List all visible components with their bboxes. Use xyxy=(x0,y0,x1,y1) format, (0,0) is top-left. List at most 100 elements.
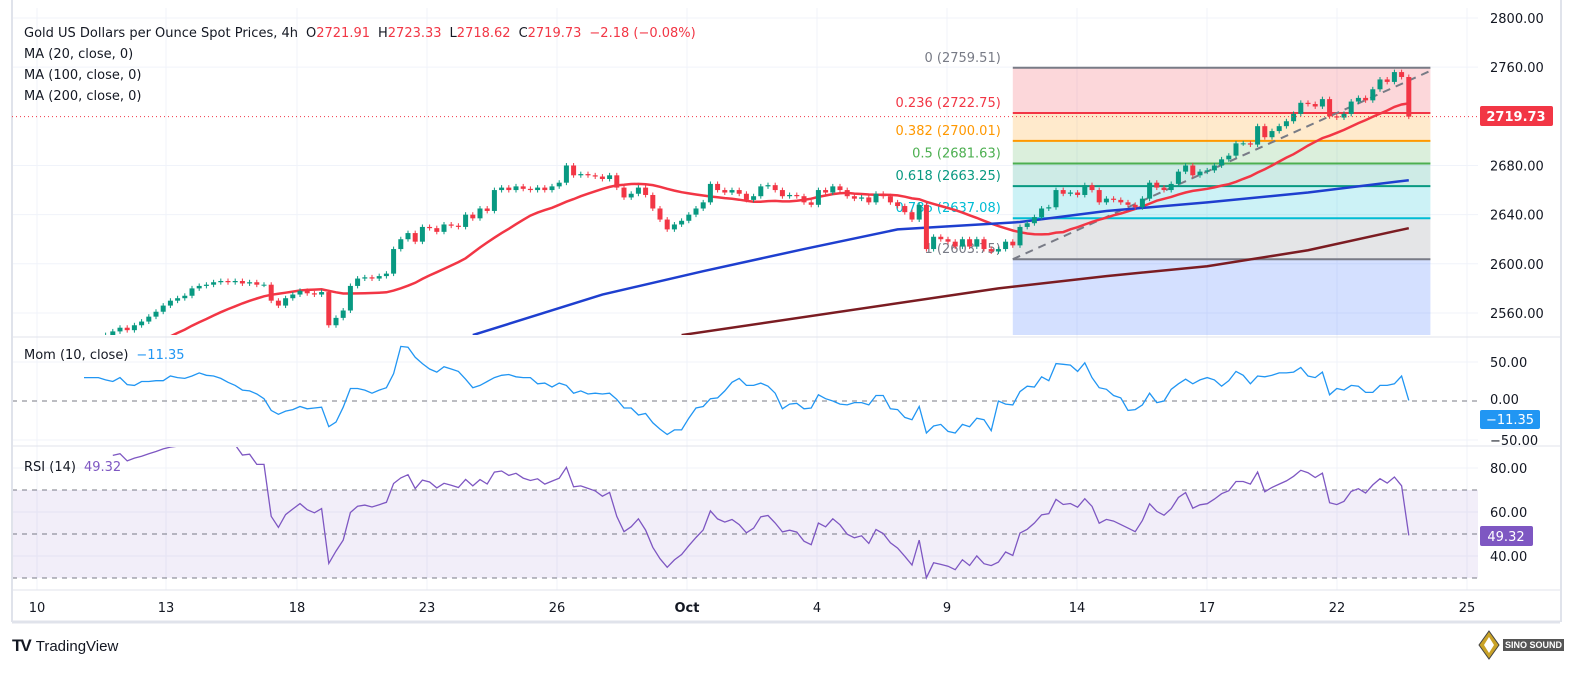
rsi-tick-label: 40.00 xyxy=(1490,550,1527,565)
candle-body xyxy=(571,165,577,176)
fib-level-label: 0.382 (2700.01) xyxy=(896,124,1001,139)
candle-body xyxy=(1262,126,1268,138)
candle-body xyxy=(1399,72,1405,77)
candle-body xyxy=(1103,198,1109,203)
candle-body xyxy=(1132,204,1138,208)
candlesticks xyxy=(17,69,1412,380)
candle-body xyxy=(1219,159,1225,166)
candle-body xyxy=(959,239,965,247)
candle-body xyxy=(139,321,145,326)
candle-body xyxy=(434,228,440,232)
candle-body xyxy=(218,281,224,283)
candle-body xyxy=(1003,241,1009,250)
candle-body xyxy=(196,285,202,289)
x-tick-label: 4 xyxy=(813,601,821,616)
candle-body xyxy=(398,239,404,250)
candle-body xyxy=(779,190,785,197)
tradingview-logo[interactable]: TV TradingView xyxy=(12,636,118,656)
candle-body xyxy=(679,220,685,225)
candle-body xyxy=(887,196,893,203)
candle-body xyxy=(974,239,980,247)
candle-body xyxy=(643,187,649,195)
candle-body xyxy=(311,293,317,295)
candle-body xyxy=(801,196,807,203)
candle-body xyxy=(319,292,325,295)
candle-body xyxy=(247,282,253,284)
sino-sound-watermark: SINO SOUND xyxy=(1478,630,1565,660)
candle-body xyxy=(1211,165,1217,171)
candle-body xyxy=(369,277,375,279)
diamond-logo-icon xyxy=(1478,630,1500,660)
fib-zone-0 xyxy=(1012,67,1431,113)
fib-zone-0.5 xyxy=(1012,163,1431,187)
candle-body xyxy=(995,249,1001,252)
candle-body xyxy=(82,344,87,348)
candle-body xyxy=(17,374,22,380)
momentum-pane xyxy=(12,345,1478,436)
mom-tick-label: 0.00 xyxy=(1490,393,1519,408)
candle-body xyxy=(1118,199,1124,203)
candle-body xyxy=(1168,183,1174,191)
candle-body xyxy=(261,284,267,286)
candle-body xyxy=(491,190,497,211)
candle-body xyxy=(693,208,699,215)
candle-body xyxy=(837,186,843,191)
candle-body xyxy=(1154,182,1160,188)
candle-body xyxy=(1341,113,1347,118)
candle-body xyxy=(952,241,958,247)
candle-body xyxy=(758,186,764,197)
candle-body xyxy=(1240,143,1246,145)
candle-body xyxy=(542,187,548,191)
candle-body xyxy=(1327,99,1333,117)
candle-body xyxy=(110,331,116,335)
candle-body xyxy=(967,239,973,247)
rsi-line xyxy=(112,447,1410,580)
candle-body xyxy=(902,206,908,213)
candle-body xyxy=(599,176,605,179)
candle-body xyxy=(931,236,937,250)
legend-ma20[interactable]: MA (20, close, 0) xyxy=(24,47,133,62)
candle-body xyxy=(556,182,562,187)
candle-body xyxy=(1161,187,1167,191)
x-tick-label: 10 xyxy=(29,601,46,616)
candle-body xyxy=(333,317,339,326)
candle-body xyxy=(268,284,274,301)
candle-body xyxy=(592,175,598,177)
candle-body xyxy=(1082,185,1088,195)
x-tick-label: 23 xyxy=(419,601,436,616)
candle-body xyxy=(167,300,173,306)
legend-ma200[interactable]: MA (200, close, 0) xyxy=(24,89,141,104)
candle-body xyxy=(851,196,857,199)
candle-body xyxy=(1269,131,1275,138)
last-price-badge xyxy=(1480,106,1553,126)
candle-body xyxy=(895,202,901,207)
candle-body xyxy=(477,208,483,219)
candle-body xyxy=(815,190,821,205)
candle-body xyxy=(1319,99,1325,107)
candle-body xyxy=(743,193,749,200)
mom-value-badge xyxy=(1480,410,1540,429)
candle-body xyxy=(463,214,469,227)
candle-body xyxy=(614,175,620,188)
x-tick-label: 17 xyxy=(1199,601,1216,616)
x-tick-label: 22 xyxy=(1329,601,1346,616)
candle-body xyxy=(1305,102,1311,105)
candle-body xyxy=(225,281,231,283)
candle-body xyxy=(441,224,447,232)
candle-body xyxy=(1312,104,1318,107)
fibonacci-retracement[interactable]: 0 (2759.51) 0.236 (2722.75) 0.382 (2700.01… xyxy=(896,51,1431,340)
legend-ma100[interactable]: MA (100, close, 0) xyxy=(24,68,141,83)
candle-body xyxy=(1096,190,1102,203)
candle-body xyxy=(1060,190,1066,194)
watermark-text: SINO SOUND xyxy=(1503,639,1565,651)
candle-body xyxy=(873,193,879,203)
candle-body xyxy=(880,193,886,197)
candle-body xyxy=(664,219,670,230)
candle-body xyxy=(499,187,505,191)
price-tick-label: 2560.00 xyxy=(1490,307,1544,322)
candle-body xyxy=(1089,185,1095,191)
legend-mom[interactable]: Mom (10, close) −11.35 xyxy=(24,348,185,363)
legend-rsi[interactable]: RSI (14) 49.32 xyxy=(24,460,121,475)
candle-body xyxy=(484,208,490,211)
